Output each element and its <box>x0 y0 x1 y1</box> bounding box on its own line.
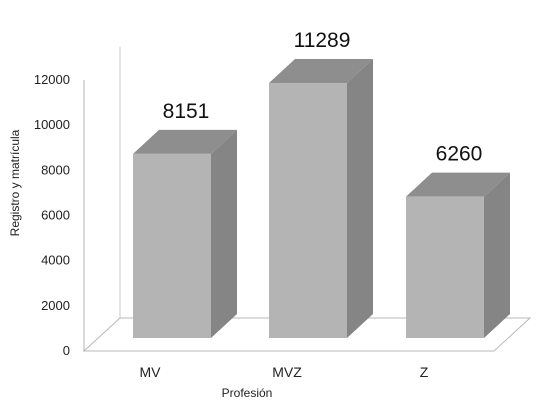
bar-z <box>406 172 510 338</box>
bar-top <box>269 59 373 84</box>
y-tick-label: 4000 <box>41 253 70 268</box>
bar-front <box>406 196 484 338</box>
bar-side <box>484 172 510 338</box>
y-tick-label: 12000 <box>34 72 70 87</box>
bar-top <box>406 172 510 197</box>
floor <box>82 317 532 352</box>
category-label: Z <box>420 364 429 380</box>
y-tick-label: 10000 <box>34 117 70 132</box>
y-tick-label: 0 <box>63 343 70 358</box>
y-axis-title: Registro y matrícula <box>8 129 22 236</box>
y-tick-labels: 0 2000 4000 6000 8000 10000 12000 <box>34 72 70 358</box>
bar-side <box>347 59 373 338</box>
data-labels: 8151 11289 6260 <box>163 29 483 166</box>
data-label: 8151 <box>163 100 210 123</box>
bar-front <box>133 153 211 338</box>
y-tick-label: 6000 <box>41 208 70 223</box>
bar-side <box>211 129 237 338</box>
category-label: MVZ <box>272 364 302 380</box>
y-tick-label: 2000 <box>41 298 70 313</box>
category-label: MV <box>140 364 162 380</box>
data-label: 11289 <box>294 29 351 52</box>
bars <box>133 59 510 338</box>
data-label: 6260 <box>436 143 483 166</box>
x-axis-title: Profesión <box>222 386 273 400</box>
bar-mv <box>133 129 237 338</box>
bar-top <box>133 129 237 154</box>
bar-front <box>269 83 347 338</box>
bar-mvz <box>269 59 373 338</box>
category-labels: MV MVZ Z <box>140 364 429 380</box>
y-tick-label: 8000 <box>41 162 70 177</box>
plot-frame <box>82 47 532 352</box>
